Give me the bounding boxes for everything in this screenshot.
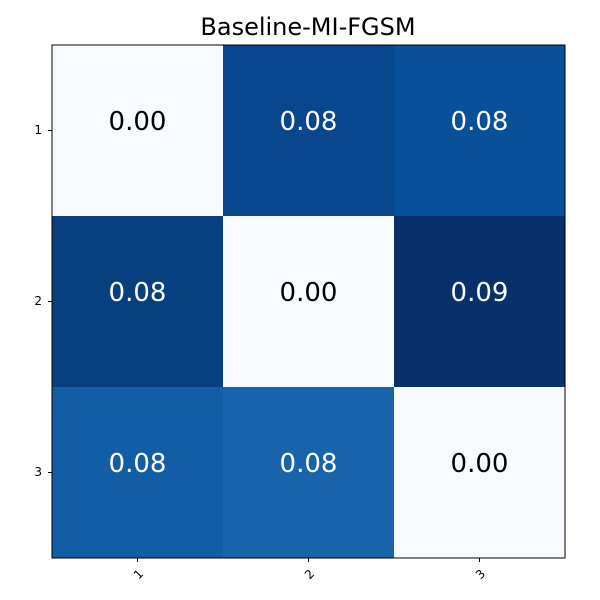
- heatmap-cell: [223, 45, 395, 217]
- cell-label: 0.08: [109, 449, 167, 479]
- heatmap-cell: [52, 216, 224, 388]
- cell-label: 0.00: [451, 449, 509, 479]
- cell-label: 0.08: [451, 107, 509, 137]
- heatmap-cell: [52, 387, 224, 559]
- cell-label: 0.08: [109, 278, 167, 308]
- y-tick-label: 1: [34, 123, 42, 137]
- cell-label: 0.00: [280, 278, 338, 308]
- heatmap-cell: [52, 45, 224, 217]
- heatmap-cell: [394, 216, 566, 388]
- x-tick-label: 3: [473, 567, 488, 582]
- heatmap-cell: [223, 387, 395, 559]
- cell-label: 0.08: [280, 449, 338, 479]
- heatmap-cell: [394, 45, 566, 217]
- chart-title: Baseline-MI-FGSM: [200, 13, 415, 41]
- heatmap-cell: [394, 387, 566, 559]
- cell-label: 0.09: [451, 278, 509, 308]
- cell-label: 0.08: [280, 107, 338, 137]
- y-tick-label: 3: [34, 465, 42, 479]
- heatmap-cell: [223, 216, 395, 388]
- cell-label: 0.00: [109, 107, 167, 137]
- y-tick-label: 2: [34, 294, 42, 308]
- x-tick-label: 1: [131, 567, 146, 582]
- x-tick-label: 2: [302, 567, 317, 582]
